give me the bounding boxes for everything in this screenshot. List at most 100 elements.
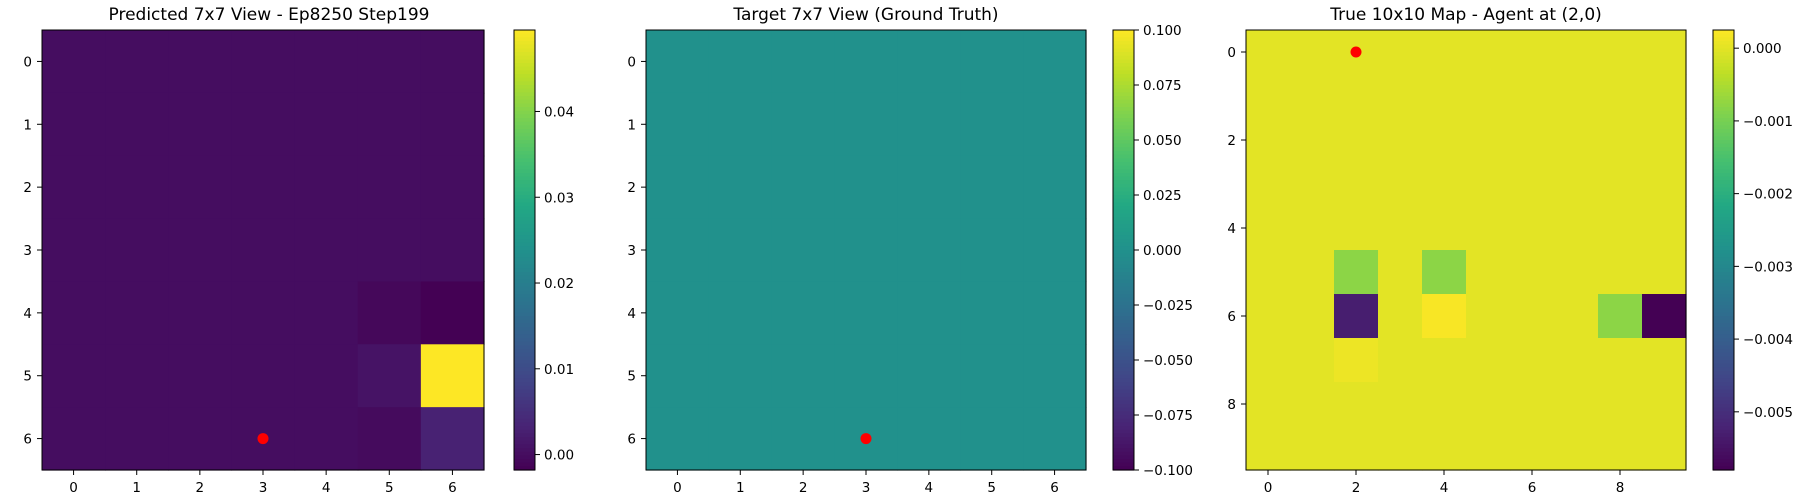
colorbar-segment	[1113, 415, 1134, 420]
heatmap-cell	[168, 92, 233, 157]
y-tick-label: 5	[23, 369, 32, 385]
colorbar-segment	[1713, 407, 1734, 412]
colorbar-segment	[1713, 404, 1734, 409]
chart-title: Predicted 7x7 View - Ep8250 Step199	[109, 5, 430, 25]
colorbar-segment	[1113, 250, 1134, 255]
heatmap-cell	[897, 218, 961, 283]
agent-marker	[257, 433, 269, 445]
heatmap-cell	[1290, 338, 1335, 383]
colorbar-segment	[1713, 294, 1734, 299]
colorbar-segment	[514, 356, 535, 361]
colorbar-segment	[514, 176, 535, 181]
colorbar-segment	[1713, 286, 1734, 291]
heatmap-cell	[1510, 206, 1555, 251]
colorbar-segment	[1713, 85, 1734, 90]
colorbar-segment	[1113, 114, 1134, 119]
colorbar-segment	[514, 334, 535, 339]
heatmap-cell	[1642, 250, 1687, 295]
colorbar-segment	[1713, 334, 1734, 339]
colorbar-tick-label: −0.005	[1743, 405, 1793, 421]
colorbar-segment	[1113, 462, 1134, 467]
colorbar-segment	[1113, 88, 1134, 93]
heatmap-cell	[1246, 162, 1291, 207]
heatmap-cell	[1378, 162, 1423, 207]
y-tick-label: 8	[1227, 397, 1236, 413]
colorbar-segment	[514, 426, 535, 431]
colorbar-segment	[1113, 455, 1134, 460]
colorbar-segment	[1713, 81, 1734, 86]
colorbar-segment	[1113, 41, 1134, 46]
colorbar-segment	[514, 374, 535, 379]
heatmap-cells	[42, 30, 485, 471]
colorbar-segment	[1113, 367, 1134, 372]
colorbar-segment	[514, 110, 535, 115]
x-tick-label: 1	[736, 480, 745, 496]
heatmap-cell	[420, 281, 485, 345]
heatmap-cell	[420, 344, 485, 408]
heatmap-cell	[1642, 426, 1687, 471]
x-axis-ticks: 0 1 2 3 4 5 6	[673, 470, 1059, 496]
colorbar-segment	[1713, 323, 1734, 328]
colorbar-segment	[514, 92, 535, 97]
colorbar-segment	[514, 297, 535, 302]
colorbar-segment	[1113, 125, 1134, 130]
heatmap-cell	[897, 30, 961, 94]
heatmap-cell	[834, 155, 899, 220]
y-tick-label: 0	[627, 54, 636, 70]
heatmap-cell	[1023, 30, 1087, 94]
colorbar-segment	[514, 143, 535, 148]
heatmap-cells	[646, 30, 1087, 471]
colorbar-segment	[1113, 404, 1134, 409]
colorbar-segment	[1713, 74, 1734, 79]
heatmap-cell	[1023, 407, 1087, 471]
heatmap-cell	[1378, 30, 1423, 75]
heatmap-cell	[231, 344, 296, 408]
heatmap-cell	[1422, 426, 1467, 471]
heatmap-cell	[1246, 30, 1291, 75]
colorbar-segment	[1713, 312, 1734, 317]
heatmap-cell	[1554, 74, 1599, 119]
heatmap-cell	[1334, 250, 1379, 295]
colorbar-segment	[514, 224, 535, 229]
heatmap-cell	[771, 407, 836, 471]
x-tick-label: 3	[259, 480, 268, 496]
colorbar-segment	[1713, 209, 1734, 214]
colorbar-segment	[1113, 389, 1134, 394]
heatmap-cell	[1422, 250, 1467, 295]
colorbar-segment	[514, 290, 535, 295]
heatmap-cell	[1246, 206, 1291, 251]
heatmap-cell	[1422, 338, 1467, 383]
chart-title: Target 7x7 View (Ground Truth)	[732, 5, 998, 25]
colorbar-segment	[1713, 385, 1734, 390]
colorbar-segment	[1713, 444, 1734, 449]
colorbar-segment	[514, 312, 535, 317]
x-tick-label: 1	[132, 480, 141, 496]
heatmap-cell	[1290, 426, 1335, 471]
colorbar-segment	[1113, 85, 1134, 90]
heatmap-cell	[1642, 118, 1687, 163]
heatmap-cell	[834, 218, 899, 283]
colorbar-segment	[514, 217, 535, 222]
colorbar-segment	[1713, 180, 1734, 185]
colorbar-segment	[1113, 444, 1134, 449]
heatmap-cell	[1554, 118, 1599, 163]
heatmap-cell	[1378, 206, 1423, 251]
heatmap-cell	[1466, 382, 1511, 427]
colorbar-segment	[1113, 59, 1134, 64]
agent-marker-layer	[860, 433, 872, 445]
colorbar-segment	[1713, 224, 1734, 229]
colorbar-segment	[1113, 147, 1134, 152]
colorbar-segment	[514, 396, 535, 401]
colorbar-segment	[1713, 437, 1734, 442]
x-tick-label: 0	[69, 480, 78, 496]
heatmap-cells	[1246, 30, 1687, 471]
heatmap-cell	[294, 155, 359, 220]
colorbar-segment	[514, 433, 535, 438]
colorbar-segment	[1113, 143, 1134, 148]
heatmap-cell	[1023, 92, 1087, 157]
heatmap-cell	[1246, 294, 1291, 339]
y-tick-label: 0	[23, 54, 32, 70]
colorbar-segment	[1713, 136, 1734, 141]
x-axis-ticks: 0 1 2 3 4 5 6	[69, 470, 457, 496]
colorbar-segment	[514, 198, 535, 203]
